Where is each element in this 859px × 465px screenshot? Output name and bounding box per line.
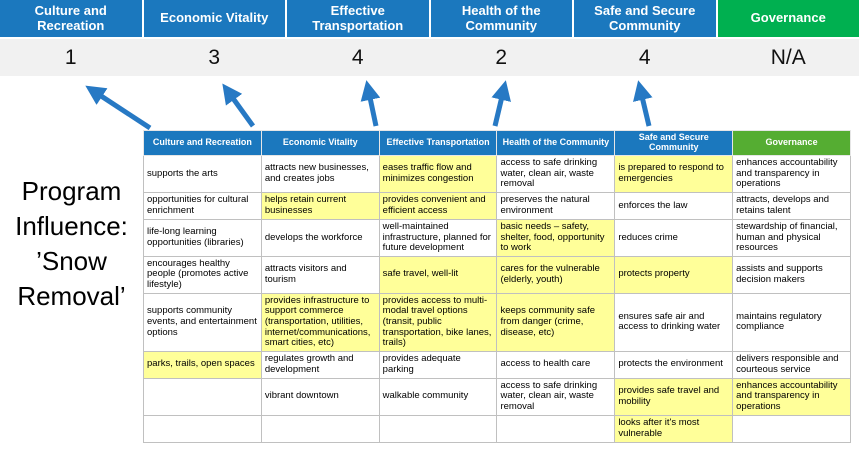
score-culture-recreation: 1 [64,45,77,69]
table-cell: maintains regulatory compliance [732,292,851,352]
table-cell: encourages healthy people (promotes acti… [143,255,262,294]
table-cell: access to safe drinking water, clean air… [496,155,616,193]
influence-table-head: Culture and Recreation Economic Vitality E… [143,130,851,156]
table-row: opportunities for cultural enrichment hel… [143,191,851,220]
table-cell: enhances accountability and transparency… [732,155,851,193]
arrow-up-icon [222,83,256,128]
table-cell: walkable community [378,377,498,416]
table-cell: provides access to multi-modal travel op… [378,292,498,352]
table-row: looks after it's most vulnerable [143,414,851,443]
score-row: 1 3 4 2 4 N/A [0,39,859,76]
table-cell: provides infrastructure to support comme… [260,292,380,352]
category-effective-transportation: Effective Transportation [287,0,429,37]
column-header: Safe and Secure Community [614,130,734,156]
influence-table-body: supports the arts attracts new businesses… [143,155,851,443]
score-safe-secure-community: 4 [638,45,651,69]
column-header: Culture and Recreation [143,130,262,156]
column-header: Effective Transportation [378,130,498,156]
category-governance: Governance [717,0,859,37]
table-cell: supports the arts [143,155,262,193]
column-header: Health of the Community [496,130,616,156]
table-cell: develops the workforce [260,218,380,257]
table-cell [378,414,498,443]
column-header: Economic Vitality [260,130,380,156]
table-cell: basic needs – safety, shelter, food, opp… [496,218,616,257]
table-cell: life-long learning opportunities (librar… [143,218,262,257]
table-cell: enhances accountability and transparency… [732,377,851,416]
category-culture-recreation: Culture and Recreation [0,0,142,37]
table-cell: provides adequate parking [378,350,498,379]
table-cell [496,414,616,443]
table-cell: ensures safe air and access to drinking … [614,292,734,352]
table-cell: attracts, develops and retains talent [732,191,851,220]
arrow-up-icon [360,80,381,127]
table-cell: regulates growth and development [260,350,380,379]
influence-arrows [85,80,653,130]
table-cell: well-maintained infrastructure, planned … [378,218,498,257]
table-row: vibrant downtown walkable community access… [143,377,851,416]
arrow-up-icon [633,80,653,127]
influence-table-wrap: Culture and Recreation Economic Vitality E… [143,130,851,465]
table-cell: reduces crime [614,218,734,257]
table-cell: delivers responsible and courteous servi… [732,350,851,379]
table-cell: eases traffic flow and minimizes congest… [378,155,498,193]
score-effective-transportation: 4 [351,45,364,69]
table-row: supports the arts attracts new businesses… [143,155,851,193]
table-cell: attracts visitors and tourism [260,255,380,294]
category-safe-secure-community: Safe and Secure Community [574,0,716,37]
table-row: life-long learning opportunities (librar… [143,218,851,257]
label-strip: Program Influence: ’Snow Removal’ [0,130,143,465]
table-cell [732,414,851,443]
category-economic-vitality: Economic Vitality [143,0,285,37]
table-cell: vibrant downtown [260,377,380,416]
table-cell: access to health care [496,350,616,379]
table-cell: attracts new businesses, and creates job… [260,155,380,193]
table-cell: protects property [614,255,734,294]
table-cell: provides safe travel and mobility [614,377,734,416]
table-row: supports community events, and entertain… [143,292,851,352]
table-cell: protects the environment [614,350,734,379]
arrow-up-icon [491,80,511,127]
influence-table: Culture and Recreation Economic Vitality E… [143,130,851,443]
table-cell: safe travel, well-lit [378,255,498,294]
score-governance: N/A [770,45,806,69]
category-header-row: Culture and Recreation Economic Vitality… [0,0,859,37]
table-cell [260,414,380,443]
table-row: encourages healthy people (promotes acti… [143,255,851,294]
table-cell: parks, trails, open spaces [143,350,262,379]
table-cell: helps retain current businesses [260,191,380,220]
main-area: Program Influence: ’Snow Removal’ Cultur… [0,130,859,465]
arrow-up-icon [85,85,152,130]
table-cell: cares for the vulnerable (elderly, youth… [496,255,616,294]
table-cell: opportunities for cultural enrichment [143,191,262,220]
table-cell: looks after it's most vulnerable [614,414,734,443]
category-health-community: Health of the Community [430,0,572,37]
table-cell: enforces the law [614,191,734,220]
table-cell [143,377,262,416]
column-header: Governance [732,130,851,156]
table-cell: preserves the natural environment [496,191,616,220]
table-cell: keeps community safe from danger (crime,… [496,292,616,352]
score-health-community: 2 [495,45,508,69]
table-cell [143,414,262,443]
table-row: parks, trails, open spaces regulates grow… [143,350,851,379]
table-cell: stewardship of financial, human and phys… [732,218,851,257]
table-cell: access to safe drinking water, clean air… [496,377,616,416]
table-cell: provides convenient and efficient access [378,191,498,220]
score-economic-vitality: 3 [208,45,221,69]
table-cell: assists and supports decision makers [732,255,851,294]
program-influence-label: Program Influence: ’Snow Removal’ [15,176,128,312]
table-cell: supports community events, and entertain… [143,292,262,352]
table-cell: is prepared to respond to emergencies [614,155,734,193]
